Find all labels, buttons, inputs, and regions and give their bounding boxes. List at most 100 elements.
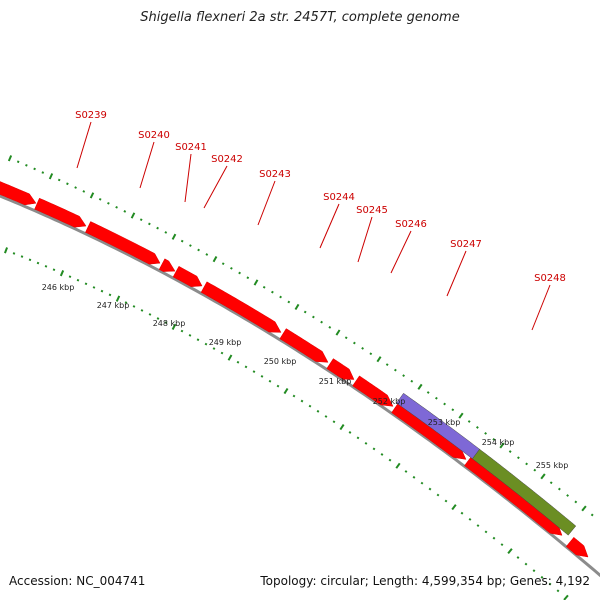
scale-tick: [246, 276, 250, 280]
kbp-label: 252 kbp: [373, 397, 406, 406]
scale-tick: [115, 295, 121, 302]
scale-tick: [171, 233, 177, 240]
scale-tick: [139, 218, 143, 222]
gene-arrow: [352, 375, 394, 407]
scale-tick: [417, 383, 423, 390]
kbp-label: 250 kbp: [264, 357, 297, 366]
scale-tick: [436, 493, 440, 497]
scale-tick: [451, 504, 457, 511]
scale-tick: [428, 487, 432, 491]
scale-tick: [205, 253, 209, 256]
scale-tick: [294, 303, 300, 311]
scale-tick: [124, 301, 128, 304]
scale-tick: [300, 399, 304, 403]
scale-tick: [324, 415, 328, 418]
scale-tick: [68, 275, 72, 278]
scale-tick: [549, 481, 553, 485]
scale-tick: [287, 300, 291, 304]
scale-tick: [59, 270, 65, 277]
scale-tick: [156, 317, 160, 320]
scale-tick: [556, 589, 560, 593]
scale-tick: [244, 365, 248, 369]
scale-tick: [376, 356, 382, 363]
gene-label: S0242: [211, 154, 243, 165]
scale-tick: [451, 408, 455, 412]
gene-arrow: [200, 281, 282, 333]
scale-tick: [164, 321, 168, 325]
scale-tick: [332, 420, 336, 424]
gene-label-leader: [257, 180, 276, 226]
gene-label: S0248: [534, 273, 566, 284]
scale-tick: [25, 163, 28, 167]
scale-tick: [227, 354, 233, 361]
scale-tick: [220, 351, 224, 355]
scale-tick: [492, 536, 496, 540]
scale-tick: [566, 494, 570, 497]
gene-arrow: [34, 197, 87, 228]
kbp-label: 246 kbp: [42, 283, 75, 292]
scale-tick: [581, 505, 587, 512]
scale-tick: [369, 352, 373, 356]
scale-tick: [412, 475, 416, 479]
scale-tick: [353, 341, 356, 345]
kbp-label: 248 kbp: [153, 319, 186, 328]
scale-tick: [84, 282, 88, 286]
scale-tick: [372, 447, 376, 451]
scale-tick: [204, 342, 208, 346]
scale-tick: [44, 265, 48, 268]
gene-label: S0245: [356, 205, 388, 216]
gene-label-leader: [531, 284, 551, 331]
gene-label: S0240: [138, 130, 170, 141]
scale-tick: [238, 271, 241, 275]
scale-tick: [344, 336, 348, 340]
scale-tick: [100, 289, 104, 293]
scale-tick: [320, 320, 323, 324]
scale-tick: [339, 424, 345, 431]
gene-label: S0243: [259, 169, 291, 180]
scale-tick: [540, 473, 546, 480]
gene-arrow: [279, 328, 329, 363]
scale-tick: [348, 431, 352, 434]
gene-arrow: [326, 358, 355, 380]
scale-tick: [404, 470, 408, 473]
gene-label-leader: [390, 230, 412, 274]
scale-tick: [148, 222, 151, 226]
scale-tick: [123, 210, 127, 213]
scale-tick: [164, 231, 168, 234]
scale-tick: [335, 329, 341, 336]
scale-tick: [410, 379, 414, 383]
feature-bar-green: [472, 448, 577, 536]
scale-tick: [108, 293, 112, 297]
scale-tick: [74, 186, 77, 189]
scale-tick: [380, 453, 384, 456]
scale-tick: [230, 266, 233, 270]
scale-tick: [356, 436, 360, 440]
kbp-label: 249 kbp: [209, 338, 242, 347]
scale-tick: [524, 562, 528, 566]
kbp-label: 253 kbp: [428, 418, 461, 427]
gene-label: S0247: [450, 239, 482, 250]
scale-tick: [260, 375, 264, 378]
scale-tick: [476, 426, 479, 429]
scale-tick: [283, 387, 289, 395]
kbp-label: 247 kbp: [97, 301, 130, 310]
scale-tick: [148, 313, 152, 316]
scale-tick: [16, 160, 20, 164]
scale-tick: [3, 247, 9, 254]
scale-tick: [140, 309, 144, 312]
gene-label-leader: [446, 250, 467, 297]
scale-tick: [476, 524, 480, 528]
kbp-label: 251 kbp: [319, 377, 352, 386]
gene-label: S0239: [75, 110, 107, 121]
scale-tick: [130, 212, 136, 219]
scale-tick: [89, 192, 95, 199]
scale-tick: [460, 511, 464, 515]
scale-tick: [82, 190, 86, 193]
scale-tick: [180, 329, 184, 333]
scale-tick: [516, 556, 520, 559]
scale-tick: [426, 391, 430, 394]
scale-tick: [20, 255, 24, 258]
scale-tick: [197, 248, 200, 252]
topology-text: Topology: circular; Length: 4,599,354 bp…: [260, 574, 590, 588]
